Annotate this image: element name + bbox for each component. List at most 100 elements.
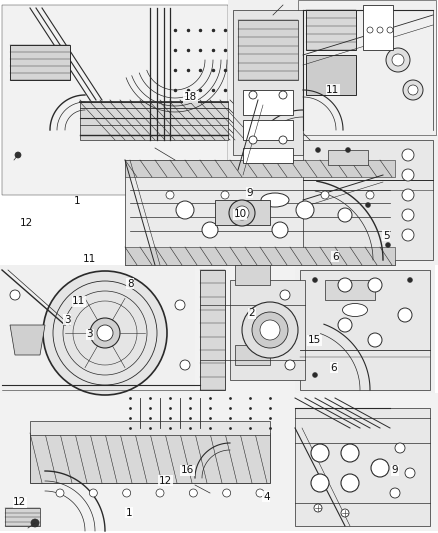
Circle shape (31, 519, 39, 527)
Circle shape (312, 278, 318, 282)
Circle shape (256, 489, 264, 497)
Circle shape (405, 468, 415, 478)
Polygon shape (233, 10, 303, 155)
Circle shape (279, 136, 287, 144)
Text: 1: 1 (126, 508, 133, 518)
Polygon shape (228, 0, 310, 160)
Circle shape (221, 191, 229, 199)
Circle shape (90, 318, 120, 348)
Text: 12: 12 (159, 476, 172, 486)
Circle shape (341, 474, 359, 492)
Polygon shape (30, 421, 270, 435)
Text: 12: 12 (20, 218, 33, 228)
Polygon shape (298, 0, 436, 135)
Circle shape (386, 48, 410, 72)
Circle shape (229, 200, 255, 226)
Circle shape (175, 300, 185, 310)
Circle shape (311, 444, 329, 462)
Text: 11: 11 (72, 296, 85, 306)
Polygon shape (2, 5, 228, 195)
Bar (243, 120, 293, 140)
Circle shape (43, 271, 167, 395)
Polygon shape (30, 433, 270, 483)
Polygon shape (290, 393, 438, 531)
Circle shape (390, 488, 400, 498)
Circle shape (242, 302, 298, 358)
Text: 2: 2 (248, 309, 255, 318)
Polygon shape (295, 265, 435, 395)
Circle shape (272, 222, 288, 238)
Bar (10, 45, 70, 80)
Circle shape (368, 278, 382, 292)
Circle shape (202, 222, 218, 238)
Circle shape (403, 80, 423, 100)
Bar (325, 280, 375, 300)
Circle shape (312, 373, 318, 377)
Bar (306, 10, 356, 50)
Text: 11: 11 (326, 85, 339, 94)
Bar (235, 265, 270, 285)
Text: 18: 18 (184, 92, 197, 102)
Bar (328, 150, 368, 165)
Text: 9: 9 (246, 188, 253, 198)
Polygon shape (0, 265, 205, 395)
Circle shape (296, 201, 314, 219)
Circle shape (249, 136, 257, 144)
Circle shape (387, 27, 393, 33)
Circle shape (377, 27, 383, 33)
Circle shape (395, 443, 405, 453)
Circle shape (314, 504, 322, 512)
Circle shape (236, 201, 254, 219)
Circle shape (315, 148, 321, 152)
Polygon shape (200, 270, 225, 390)
Text: 10: 10 (233, 209, 247, 219)
Circle shape (366, 191, 374, 199)
Circle shape (341, 444, 359, 462)
Circle shape (123, 489, 131, 497)
Circle shape (56, 489, 64, 497)
Polygon shape (80, 102, 228, 140)
Text: 5: 5 (383, 231, 390, 240)
Ellipse shape (343, 303, 367, 317)
Text: 3: 3 (64, 315, 71, 325)
Circle shape (285, 360, 295, 370)
Circle shape (280, 290, 290, 300)
Bar (235, 345, 270, 365)
Circle shape (249, 91, 257, 99)
Circle shape (407, 278, 413, 282)
Polygon shape (230, 280, 305, 380)
Circle shape (385, 243, 391, 247)
Circle shape (156, 489, 164, 497)
Polygon shape (300, 270, 430, 390)
Text: 16: 16 (181, 465, 194, 475)
Circle shape (338, 278, 352, 292)
Circle shape (223, 489, 231, 497)
Text: 1: 1 (73, 197, 80, 206)
Circle shape (371, 459, 389, 477)
Circle shape (402, 229, 414, 241)
Polygon shape (125, 247, 395, 265)
Circle shape (402, 149, 414, 161)
Circle shape (189, 489, 198, 497)
Polygon shape (195, 265, 313, 395)
Text: 9: 9 (392, 465, 399, 475)
Circle shape (408, 85, 418, 95)
Circle shape (89, 489, 97, 497)
Circle shape (365, 203, 371, 207)
Polygon shape (238, 20, 298, 80)
Circle shape (15, 152, 21, 158)
Bar (215, 200, 270, 225)
Polygon shape (125, 160, 395, 265)
Circle shape (176, 201, 194, 219)
Ellipse shape (261, 193, 289, 207)
Circle shape (260, 320, 280, 340)
Circle shape (10, 290, 20, 300)
Circle shape (166, 191, 174, 199)
Circle shape (398, 308, 412, 322)
Polygon shape (125, 160, 395, 177)
Circle shape (338, 318, 352, 332)
Text: 11: 11 (83, 254, 96, 263)
Bar (243, 90, 293, 115)
Polygon shape (303, 140, 433, 260)
Text: 6: 6 (330, 363, 337, 373)
